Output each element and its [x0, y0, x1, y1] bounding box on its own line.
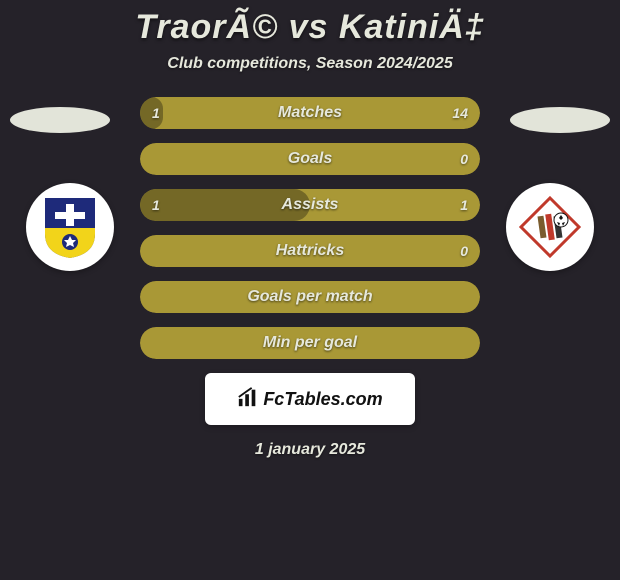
stat-row: Matches1 14	[140, 97, 480, 129]
team-logo-left	[41, 194, 99, 260]
player-shadow-left	[10, 107, 110, 133]
bar-label: Goals per match	[140, 281, 480, 313]
stat-row: Assists1 1	[140, 189, 480, 221]
brand-text: FcTables.com	[263, 389, 382, 410]
bar-value-right: 0	[460, 143, 468, 175]
bar-value-right: 14	[452, 97, 468, 129]
team-logo-right	[519, 196, 581, 258]
subtitle: Club competitions, Season 2024/2025	[0, 55, 620, 73]
bar-value-right: 1	[460, 189, 468, 221]
page-title: TraorÃ© vs KatiniÄ‡	[0, 0, 620, 47]
bar-value-right: 0	[460, 235, 468, 267]
bar-label: Hattricks	[140, 235, 480, 267]
player-shadow-right	[510, 107, 610, 133]
date-label: 1 january 2025	[0, 441, 620, 459]
chart-icon	[237, 386, 259, 413]
comparison-area: Matches114Goals0Assists11Hattricks0Goals…	[0, 97, 620, 459]
bar-value-left: 1	[152, 189, 160, 221]
stats-bars: Matches114Goals0Assists11Hattricks0Goals…	[140, 97, 480, 359]
bar-label: Matches	[140, 97, 480, 129]
bar-label: Assists	[140, 189, 480, 221]
stat-row: Goals0	[140, 143, 480, 175]
team-badge-right	[506, 183, 594, 271]
stat-row: Min per goal	[140, 327, 480, 359]
brand-label: FcTables.com	[237, 386, 382, 413]
bar-value-left: 1	[152, 97, 160, 129]
stat-row: Goals per match	[140, 281, 480, 313]
bar-label: Min per goal	[140, 327, 480, 359]
brand-box: FcTables.com	[205, 373, 415, 425]
bar-label: Goals	[140, 143, 480, 175]
stat-row: Hattricks0	[140, 235, 480, 267]
team-badge-left	[26, 183, 114, 271]
